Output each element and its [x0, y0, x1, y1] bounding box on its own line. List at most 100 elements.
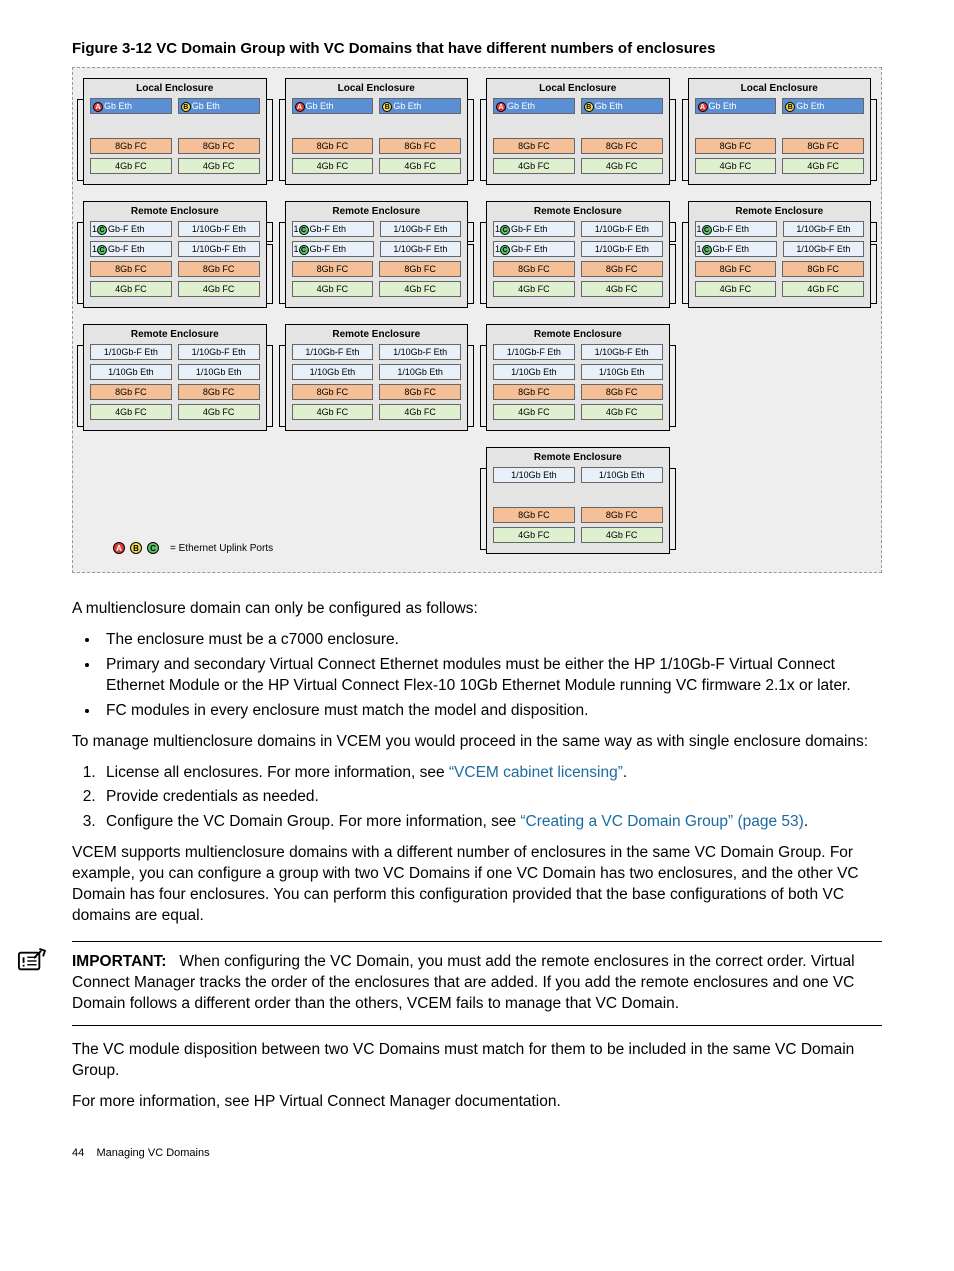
enclosure-title: Local Enclosure	[90, 79, 260, 98]
module-box: 8Gb FC	[90, 261, 172, 277]
module-box: 1/10Gb-F Eth	[783, 241, 864, 257]
module-box: 4Gb FC	[493, 527, 575, 543]
list-item: The enclosure must be a c7000 enclosure.	[100, 630, 882, 651]
module-box: AGb Eth	[695, 98, 777, 114]
module-box: 8Gb FC	[178, 384, 260, 400]
enclosure: Remote Enclosure 1CGb-F Eth 1/10Gb-F Eth 1…	[688, 201, 872, 308]
module-box: AGb Eth	[292, 98, 374, 114]
module-box: 4Gb FC	[379, 404, 461, 420]
module-box: 1/10Gb Eth	[90, 364, 172, 380]
module-box: 4Gb FC	[178, 158, 260, 174]
module-box: 1/10Gb-F Eth	[493, 344, 575, 360]
module-box: 4Gb FC	[695, 281, 777, 297]
important-body: When configuring the VC Domain, you must…	[72, 953, 855, 1012]
module-box: 4Gb FC	[90, 158, 172, 174]
module-box: 4Gb FC	[90, 281, 172, 297]
paragraph: The VC module disposition between two VC…	[72, 1040, 882, 1082]
diagram-column: Local Enclosure AGb EthBGb Eth8Gb FC8Gb …	[486, 78, 670, 554]
module-box: 8Gb FC	[493, 507, 575, 523]
module-box: 4Gb FC	[581, 527, 663, 543]
module-box: 8Gb FC	[178, 138, 260, 154]
enclosure-title: Remote Enclosure	[493, 202, 663, 221]
legend: ABC = Ethernet Uplink Ports	[113, 542, 273, 554]
module-box: 1CGb-F Eth	[90, 241, 172, 257]
enclosure-title: Remote Enclosure	[90, 325, 260, 344]
enclosure: Remote Enclosure 1CGb-F Eth1/10Gb-F Eth1…	[486, 201, 670, 308]
enclosure: Remote Enclosure 1/10Gb-F Eth1/10Gb-F Et…	[83, 324, 267, 431]
module-box: 4Gb FC	[493, 281, 575, 297]
body-text: A multienclosure domain can only be conf…	[72, 599, 882, 1113]
module-box: 1CGb-F Eth	[695, 241, 777, 257]
enclosure: Local Enclosure AGb EthBGb Eth8Gb FC8Gb …	[486, 78, 670, 185]
module-box: 1/10Gb-F Eth	[380, 241, 461, 257]
important-icon	[16, 948, 46, 974]
module-box: 1/10Gb-F Eth	[178, 241, 259, 257]
module-box: 1/10Gb Eth	[379, 364, 461, 380]
module-box: 1CGb-F Eth	[292, 241, 374, 257]
enclosure-title: Remote Enclosure	[292, 202, 462, 221]
module-box: 8Gb FC	[90, 138, 172, 154]
module-box: 1CGb-F Eth	[695, 221, 777, 237]
module-box: BGb Eth	[379, 98, 461, 114]
module-box: 1/10Gb-F Eth	[783, 221, 864, 237]
module-box: 1/10Gb-F Eth	[581, 241, 662, 257]
module-box: 8Gb FC	[581, 261, 663, 277]
enclosure: Remote Enclosure 1/10Gb-F Eth1/10Gb-F Et…	[486, 324, 670, 431]
module-box: 4Gb FC	[581, 281, 663, 297]
list-item: Primary and secondary Virtual Connect Et…	[100, 655, 882, 697]
module-box: 8Gb FC	[782, 138, 864, 154]
enclosure-title: Local Enclosure	[695, 79, 865, 98]
module-box: 1/10Gb Eth	[581, 467, 663, 483]
enclosure: Local Enclosure AGb EthBGb Eth8Gb FC8Gb …	[285, 78, 469, 185]
enclosure-title: Local Enclosure	[493, 79, 663, 98]
enclosure: Remote Enclosure 1CGb-F Eth 1/10Gb-F Eth 1…	[285, 201, 469, 308]
module-box: 1/10Gb Eth	[493, 364, 575, 380]
module-box: BGb Eth	[178, 98, 260, 114]
figure-caption: Figure 3-12 VC Domain Group with VC Doma…	[72, 40, 882, 57]
enclosure-title: Remote Enclosure	[90, 202, 260, 221]
module-box: 4Gb FC	[292, 281, 374, 297]
module-box: 8Gb FC	[782, 261, 864, 277]
page-footer: 44 Managing VC Domains	[72, 1123, 882, 1169]
module-box: 4Gb FC	[90, 404, 172, 420]
module-box: 8Gb FC	[493, 261, 575, 277]
enclosure: Remote Enclosure 1CGb-F Eth1/10Gb-F Eth1…	[83, 201, 267, 308]
module-box: 8Gb FC	[90, 384, 172, 400]
module-box: 8Gb FC	[292, 384, 374, 400]
enclosure-title: Local Enclosure	[292, 79, 462, 98]
list-item: Configure the VC Domain Group. For more …	[100, 812, 882, 833]
diagram-container: Local Enclosure AGb Eth BGb Eth 8Gb FC 8Gb …	[72, 67, 882, 573]
module-box: 1CGb-F Eth	[493, 221, 575, 237]
enclosure: Local Enclosure AGb Eth BGb Eth 8Gb FC 8Gb …	[83, 78, 267, 185]
paragraph: VCEM supports multienclosure domains wit…	[72, 843, 882, 927]
module-box: 4Gb FC	[178, 281, 260, 297]
module-box: 1/10Gb Eth	[178, 364, 260, 380]
module-box: 8Gb FC	[379, 261, 461, 277]
important-callout: IMPORTANT: When configuring the VC Domai…	[72, 941, 882, 1026]
module-box: 4Gb FC	[178, 404, 260, 420]
link-creating-group[interactable]: “Creating a VC Domain Group” (page 53)	[520, 813, 803, 830]
module-box: 8Gb FC	[581, 138, 663, 154]
module-box: 8Gb FC	[695, 261, 777, 277]
enclosure-title: Remote Enclosure	[695, 202, 865, 221]
list-item: License all enclosures. For more informa…	[100, 763, 882, 784]
enclosure: Remote Enclosure 1/10Gb-F Eth1/10Gb-F Et…	[285, 324, 469, 431]
module-box: BGb Eth	[581, 98, 663, 114]
module-box: 1/10Gb Eth	[581, 364, 663, 380]
module-box: 1/10Gb Eth	[493, 467, 575, 483]
module-box: 8Gb FC	[493, 384, 575, 400]
module-box: 4Gb FC	[782, 158, 864, 174]
paragraph: For more information, see HP Virtual Con…	[72, 1092, 882, 1113]
module-box: 1/10Gb-F Eth	[178, 344, 260, 360]
module-box: 4Gb FC	[379, 281, 461, 297]
enclosure-title: Remote Enclosure	[493, 325, 663, 344]
enclosure: Local Enclosure AGb EthBGb Eth8Gb FC8Gb …	[688, 78, 872, 185]
module-box: 4Gb FC	[581, 158, 663, 174]
module-box: 1CGb-F Eth	[292, 221, 374, 237]
important-label: IMPORTANT:	[72, 953, 166, 970]
link-vcem-licensing[interactable]: “VCEM cabinet licensing”	[449, 764, 623, 781]
module-box: AGb Eth	[90, 98, 172, 114]
module-box: 8Gb FC	[292, 261, 374, 277]
diagram-column: Local Enclosure AGb Eth BGb Eth 8Gb FC 8Gb …	[285, 78, 469, 554]
diagram-column: Local Enclosure AGb Eth BGb Eth 8Gb FC 8Gb …	[83, 78, 267, 554]
